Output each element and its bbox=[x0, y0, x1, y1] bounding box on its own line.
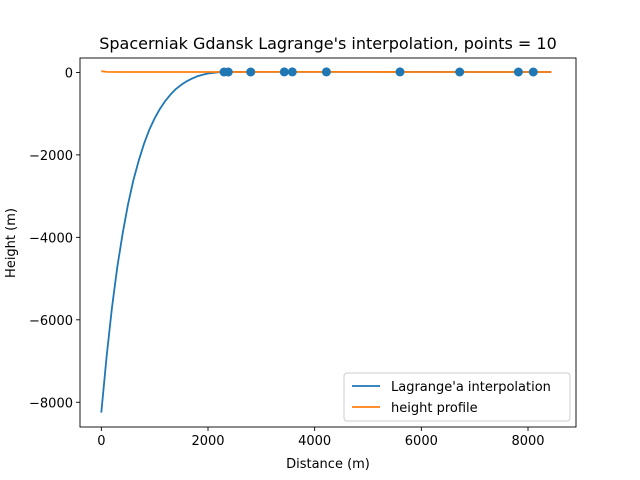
y-tick-label: −6000 bbox=[29, 314, 73, 329]
legend: Lagrange'a interpolation height profile bbox=[343, 372, 571, 422]
data-point bbox=[395, 67, 405, 77]
plot-area: 0 2000 4000 6000 8000 0 −2000 −4000 −6000 −8000 bbox=[29, 57, 577, 449]
legend-label: Lagrange'a interpolation bbox=[391, 380, 551, 395]
x-tick-label: 8000 bbox=[511, 434, 544, 449]
axes-frame bbox=[79, 57, 577, 428]
x-axis-label: Distance (m) bbox=[286, 457, 370, 472]
series-line-height-profile bbox=[101, 70, 552, 73]
data-point bbox=[246, 67, 256, 77]
data-point bbox=[321, 67, 331, 77]
data-point bbox=[287, 67, 297, 77]
legend-label: height profile bbox=[391, 401, 478, 416]
y-tick-label: −4000 bbox=[29, 231, 73, 246]
x-tick-label: 4000 bbox=[298, 434, 331, 449]
y-tick-label: −2000 bbox=[29, 149, 73, 164]
data-point bbox=[279, 67, 289, 77]
data-point bbox=[528, 67, 538, 77]
y-tick-label: −8000 bbox=[29, 396, 73, 411]
y-axis-label: Height (m) bbox=[4, 208, 19, 278]
x-tick-label: 2000 bbox=[191, 434, 224, 449]
y-tick-label: 0 bbox=[65, 66, 73, 81]
data-point bbox=[455, 67, 465, 77]
data-point bbox=[513, 67, 523, 77]
data-point bbox=[223, 67, 233, 77]
x-tick-label: 6000 bbox=[405, 434, 438, 449]
chart-title: Spacerniak Gdansk Lagrange's interpolati… bbox=[99, 34, 557, 53]
legend-box bbox=[343, 372, 571, 422]
x-tick-label: 0 bbox=[97, 434, 105, 449]
